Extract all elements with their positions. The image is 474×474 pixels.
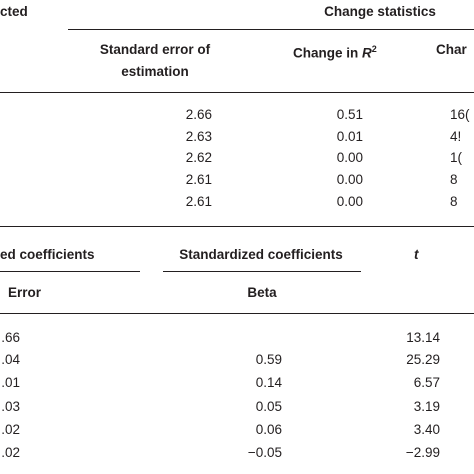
table-cell: 0.01 bbox=[336, 129, 363, 144]
table-cell: 3.40 bbox=[413, 422, 440, 437]
table-cell: 0.05 bbox=[255, 399, 282, 414]
table-cell: 0.00 bbox=[336, 172, 363, 187]
header-text: Change in bbox=[293, 45, 359, 61]
table-cell: 2.62 bbox=[185, 150, 212, 165]
column-header: Change in R2 bbox=[293, 41, 377, 62]
table-cell: .04 bbox=[1, 352, 20, 367]
column-header: Standard error of bbox=[99, 42, 211, 57]
header-symbol: R bbox=[362, 45, 372, 61]
table-cell: 0.00 bbox=[336, 150, 363, 165]
rule bbox=[0, 226, 474, 227]
table-cell: 8 bbox=[450, 194, 458, 209]
table-cell: 2.66 bbox=[185, 107, 212, 122]
table-cell: .03 bbox=[1, 399, 20, 414]
table-cell: 25.29 bbox=[406, 352, 440, 367]
group-header: Change statistics bbox=[324, 4, 436, 19]
table-cell: 0.59 bbox=[255, 352, 282, 367]
table-cell: 13.14 bbox=[406, 330, 440, 345]
table-cell: 1( bbox=[450, 150, 463, 165]
table-cell: 2.63 bbox=[185, 129, 212, 144]
column-header: estimation bbox=[121, 64, 189, 79]
table-cell: 4! bbox=[450, 129, 462, 144]
rule bbox=[0, 271, 140, 272]
rule bbox=[68, 29, 474, 30]
table-cell: 2.61 bbox=[185, 172, 212, 187]
group-header: Standardized coefficients bbox=[179, 247, 343, 262]
table-cell: 8 bbox=[450, 172, 458, 187]
table-cell: 0.06 bbox=[255, 422, 282, 437]
table-cell: .01 bbox=[1, 375, 20, 390]
table-cell: 16( bbox=[450, 107, 470, 122]
group-header: t bbox=[414, 247, 419, 262]
column-header: Beta bbox=[247, 285, 277, 300]
column-header: Error bbox=[8, 285, 42, 300]
table-cell: −2.99 bbox=[405, 445, 440, 460]
table-cell: 0.51 bbox=[336, 107, 363, 122]
table-cell: 0.14 bbox=[255, 375, 282, 390]
table-cell: 6.57 bbox=[413, 375, 440, 390]
table-cell: 2.61 bbox=[185, 194, 212, 209]
rule bbox=[0, 313, 474, 314]
table-cell: 0.00 bbox=[336, 194, 363, 209]
table-cell: .02 bbox=[1, 445, 20, 460]
group-header: ed coefficients bbox=[0, 247, 95, 262]
rule bbox=[0, 92, 474, 93]
rule bbox=[163, 271, 361, 272]
table-cell: .02 bbox=[1, 422, 20, 437]
table-cell: −0.05 bbox=[247, 445, 282, 460]
header-cut: cted bbox=[0, 4, 28, 19]
table-cell: .66 bbox=[1, 330, 20, 345]
table-cell: 3.19 bbox=[413, 399, 440, 414]
column-header-cut: Char bbox=[436, 42, 467, 57]
header-superscript: 2 bbox=[371, 44, 377, 54]
